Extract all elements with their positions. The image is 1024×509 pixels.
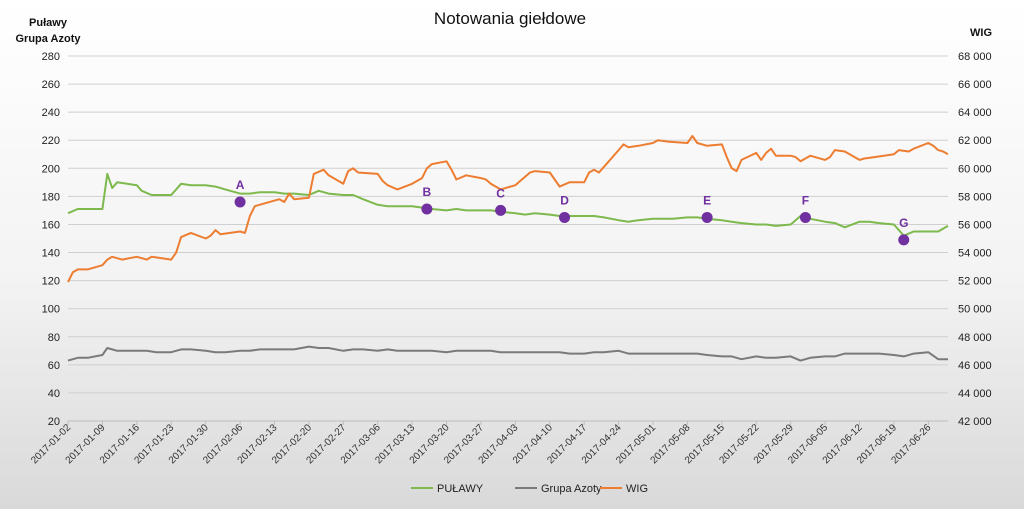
- legend-label: PUŁAWY: [437, 483, 484, 495]
- left-tick-label: 260: [42, 79, 60, 91]
- event-marker: [898, 234, 910, 246]
- right-tick-label: 66 000: [958, 79, 992, 91]
- event-marker: [799, 211, 811, 223]
- left-tick-label: 120: [42, 276, 60, 288]
- left-tick-label: 220: [42, 135, 60, 147]
- right-axis-ticks: 42 000 44 000 46 000 48 000 50 000 52 000 54 0…: [958, 51, 992, 428]
- right-tick-label: 44 000: [958, 388, 992, 400]
- event-marker: [421, 203, 433, 215]
- right-tick-label: 62 000: [958, 135, 992, 147]
- left-axis-title-line2: Grupa Azoty: [16, 33, 82, 45]
- right-tick-label: 50 000: [958, 304, 992, 316]
- right-tick-label: 64 000: [958, 107, 992, 119]
- event-marker-label: B: [423, 185, 432, 199]
- event-marker: [234, 196, 246, 208]
- right-tick-label: 58 000: [958, 191, 992, 203]
- right-tick-label: 48 000: [958, 332, 992, 344]
- left-tick-label: 180: [42, 191, 60, 203]
- left-tick-label: 280: [42, 51, 60, 63]
- series-line-grupa-azoty: [67, 345, 948, 362]
- event-marker-label: F: [802, 193, 809, 207]
- right-axis-title: WIG: [970, 27, 992, 39]
- event-marker-label: D: [560, 193, 569, 207]
- x-axis-ticks: 2017-01-022017-01-092017-01-162017-01-23…: [29, 421, 934, 466]
- event-marker-label: C: [496, 186, 505, 200]
- left-tick-label: 60: [48, 360, 60, 372]
- event-marker-label: E: [703, 193, 711, 207]
- series-lines: [67, 135, 949, 362]
- right-tick-label: 52 000: [958, 276, 992, 288]
- series-line-puławy: [67, 172, 949, 237]
- left-tick-label: 40: [48, 388, 60, 400]
- left-tick-label: 160: [42, 219, 60, 231]
- event-marker: [559, 211, 571, 223]
- left-tick-label: 240: [42, 107, 60, 119]
- right-tick-label: 46 000: [958, 360, 992, 372]
- left-tick-label: 200: [42, 163, 60, 175]
- left-tick-label: 20: [48, 416, 60, 428]
- series-line-wig: [67, 135, 949, 283]
- event-marker: [701, 211, 713, 223]
- right-tick-label: 60 000: [958, 163, 992, 175]
- legend-label: WIG: [626, 483, 648, 495]
- right-tick-label: 68 000: [958, 51, 992, 63]
- left-axis-title-line1: Puławy: [29, 17, 68, 29]
- left-tick-label: 80: [48, 332, 60, 344]
- left-tick-label: 140: [42, 248, 60, 260]
- right-tick-label: 54 000: [958, 248, 992, 260]
- right-tick-label: 56 000: [958, 219, 992, 231]
- gridlines: [68, 55, 948, 422]
- event-markers: A B C D E F G: [234, 178, 910, 246]
- legend-label: Grupa Azoty: [541, 483, 602, 495]
- event-marker-label: A: [236, 178, 245, 192]
- event-marker-label: G: [899, 216, 908, 230]
- event-marker: [495, 204, 507, 216]
- right-tick-label: 42 000: [958, 416, 992, 428]
- chart-title: Notowania giełdowe: [434, 9, 586, 28]
- legend: PUŁAWY Grupa Azoty WIG: [411, 483, 648, 495]
- left-tick-label: 100: [42, 304, 60, 316]
- left-axis-ticks: 20 40 60 80 100 120 140 160 180 200 220 240 260 280: [42, 51, 60, 428]
